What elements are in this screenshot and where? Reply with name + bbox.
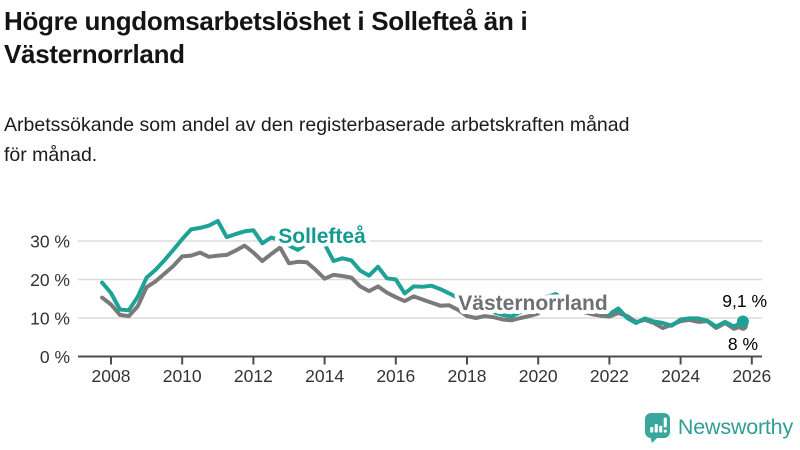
series-label-vasternorrland: Västernorrland xyxy=(458,292,607,315)
x-axis-tick-label: 2014 xyxy=(305,366,344,386)
series-end-dot-solleftea xyxy=(736,315,749,328)
series-label-solleftea: Sollefteå xyxy=(278,225,366,248)
end-value-label-vasternorrland: 8 % xyxy=(728,334,758,354)
x-axis-tick-label: 2022 xyxy=(590,366,629,386)
newsworthy-logo: Newsworthy xyxy=(644,412,793,443)
y-axis-tick-label: 30 % xyxy=(30,232,70,252)
series-line-vasternorrland xyxy=(100,243,745,331)
chart-title: Högre ungdomsarbetslöshet i Sollefteå än… xyxy=(4,6,528,69)
y-axis-tick-label: 20 % xyxy=(30,270,70,290)
x-axis-tick-label: 2020 xyxy=(519,366,558,386)
x-axis-tick-label: 2026 xyxy=(732,366,771,386)
newsworthy-logo-icon xyxy=(644,413,670,443)
x-axis-tick-label: 2024 xyxy=(661,366,700,386)
series-line-solleftea xyxy=(100,219,745,329)
x-axis-tick-label: 2016 xyxy=(376,366,415,386)
y-axis-tick-label: 10 % xyxy=(30,309,70,329)
series-end-dot-vasternorrland xyxy=(737,320,748,331)
newsworthy-logo-text: Newsworthy xyxy=(677,415,793,439)
end-value-label-solleftea: 9,1 % xyxy=(722,291,767,311)
x-axis-tick-label: 2010 xyxy=(163,366,202,386)
chart-subtitle: Arbetssökande som andel av den registerb… xyxy=(4,114,630,166)
x-axis-tick-label: 2008 xyxy=(92,366,131,386)
x-axis-tick-label: 2018 xyxy=(448,366,487,386)
x-axis-tick-label: 2012 xyxy=(234,366,273,386)
y-axis-tick-label: 0 % xyxy=(40,347,70,367)
